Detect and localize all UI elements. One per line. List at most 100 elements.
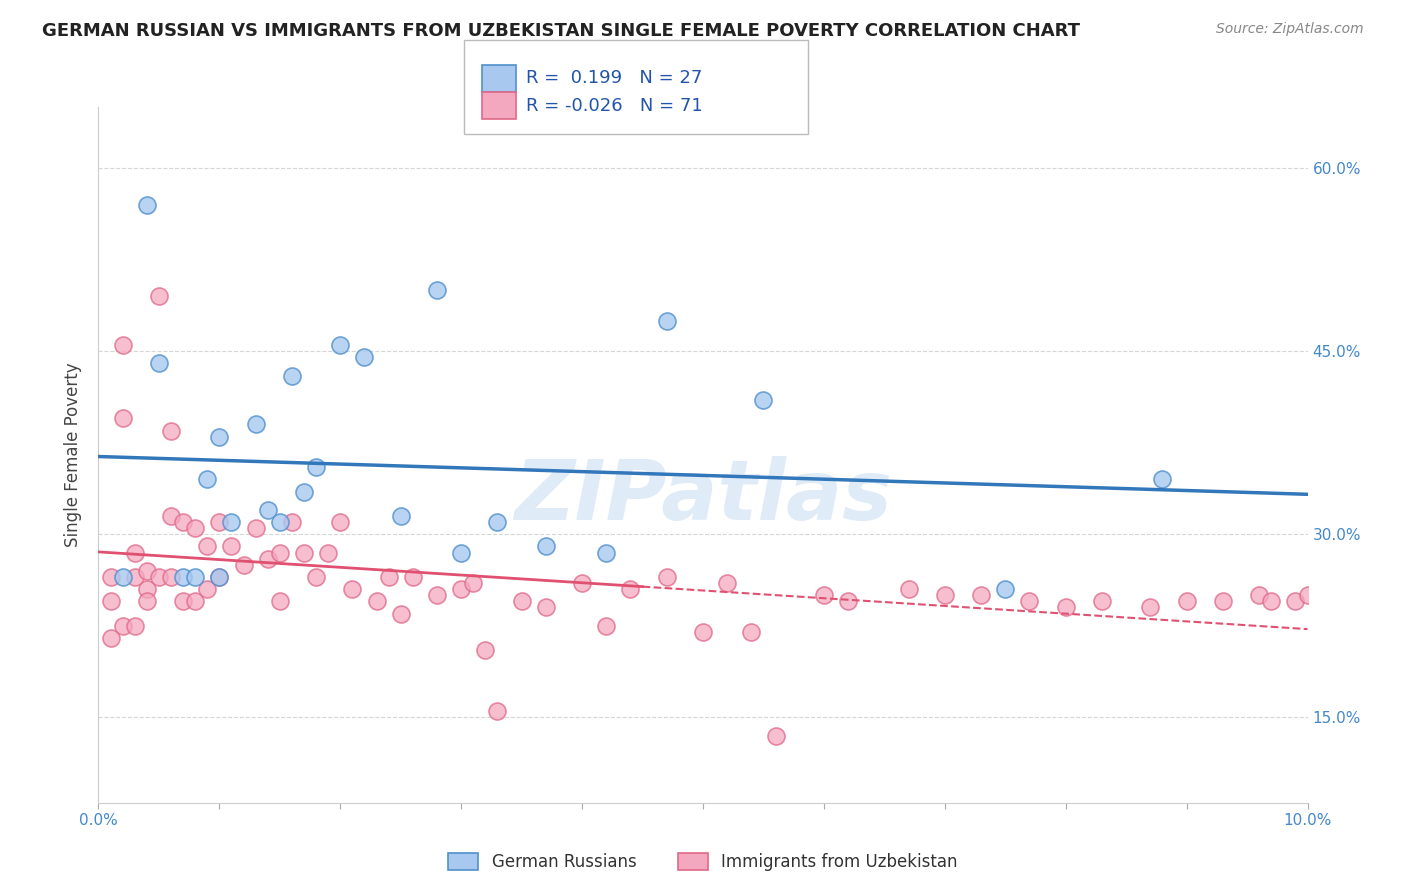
Point [208, 570, 231, 584]
Point [534, 540, 557, 554]
Point [195, 472, 218, 486]
Point [619, 582, 641, 597]
Point [994, 582, 1017, 597]
Point [160, 508, 183, 523]
Point [184, 570, 207, 584]
Point [111, 338, 134, 352]
Point [1152, 472, 1174, 486]
Point [208, 570, 231, 584]
Point [463, 576, 485, 591]
Point [740, 624, 762, 639]
Point [305, 570, 328, 584]
Point [269, 594, 291, 608]
Point [172, 515, 194, 529]
Text: Source: ZipAtlas.com: Source: ZipAtlas.com [1216, 22, 1364, 37]
Point [135, 582, 157, 597]
Text: ZIPatlas: ZIPatlas [515, 456, 891, 537]
Point [269, 515, 291, 529]
Point [172, 594, 194, 608]
Point [1296, 588, 1319, 602]
Point [172, 570, 194, 584]
Point [1249, 588, 1271, 602]
Legend: German Russians, Immigrants from Uzbekistan: German Russians, Immigrants from Uzbekis… [449, 853, 957, 871]
Point [256, 551, 278, 566]
Point [353, 351, 375, 365]
Y-axis label: Single Female Poverty: Single Female Poverty [65, 363, 83, 547]
Point [595, 545, 617, 559]
Point [1054, 600, 1077, 615]
Point [148, 356, 170, 370]
Point [813, 588, 835, 602]
Point [124, 570, 146, 584]
Point [450, 582, 472, 597]
Point [389, 607, 412, 621]
Point [534, 600, 557, 615]
Point [221, 515, 243, 529]
Point [1212, 594, 1234, 608]
Point [208, 429, 231, 443]
Point [100, 570, 122, 584]
Point [366, 594, 388, 608]
Point [232, 558, 254, 572]
Point [1139, 600, 1161, 615]
Point [389, 508, 412, 523]
Point [316, 545, 339, 559]
Point [221, 540, 243, 554]
Point [111, 570, 134, 584]
Point [195, 540, 218, 554]
Point [148, 289, 170, 303]
Point [111, 619, 134, 633]
Point [342, 582, 364, 597]
Point [486, 515, 509, 529]
Point [377, 570, 399, 584]
Point [124, 619, 146, 633]
Point [474, 643, 496, 657]
Point [1175, 594, 1198, 608]
Point [135, 594, 157, 608]
Point [426, 588, 449, 602]
Point [655, 570, 678, 584]
Point [184, 594, 207, 608]
Point [329, 515, 352, 529]
Point [135, 197, 157, 211]
Point [510, 594, 533, 608]
Point [595, 619, 617, 633]
Text: R =  0.199   N = 27: R = 0.199 N = 27 [526, 70, 702, 87]
Point [1091, 594, 1114, 608]
Point [571, 576, 593, 591]
Point [426, 283, 449, 297]
Point [934, 588, 956, 602]
Point [195, 582, 218, 597]
Point [486, 704, 509, 718]
Point [752, 392, 775, 407]
Point [256, 503, 278, 517]
Point [402, 570, 425, 584]
Point [329, 338, 352, 352]
Point [897, 582, 920, 597]
Point [124, 545, 146, 559]
Point [837, 594, 859, 608]
Point [305, 460, 328, 475]
Point [245, 521, 267, 535]
Point [716, 576, 738, 591]
Point [292, 484, 315, 499]
Point [1018, 594, 1040, 608]
Point [111, 411, 134, 425]
Point [100, 631, 122, 645]
Point [765, 729, 787, 743]
Point [100, 594, 122, 608]
Point [208, 515, 231, 529]
Point [245, 417, 267, 432]
Text: GERMAN RUSSIAN VS IMMIGRANTS FROM UZBEKISTAN SINGLE FEMALE POVERTY CORRELATION C: GERMAN RUSSIAN VS IMMIGRANTS FROM UZBEKI… [42, 22, 1080, 40]
Point [970, 588, 993, 602]
Text: R = -0.026   N = 71: R = -0.026 N = 71 [526, 96, 703, 114]
Point [160, 424, 183, 438]
Point [1260, 594, 1282, 608]
Point [281, 368, 304, 383]
Point [269, 545, 291, 559]
Point [148, 570, 170, 584]
Point [135, 564, 157, 578]
Point [655, 313, 678, 327]
Point [692, 624, 714, 639]
Point [184, 521, 207, 535]
